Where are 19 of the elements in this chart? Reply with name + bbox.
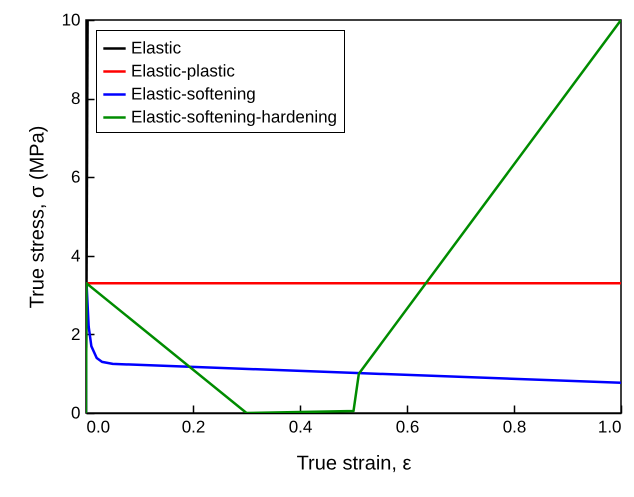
y-axis-title: True stress, σ (MPa) xyxy=(26,126,49,308)
legend-label: Elastic-softening xyxy=(131,84,256,104)
x-tick-label: 1.0 xyxy=(598,418,622,436)
y-tick-label: 4 xyxy=(71,246,80,266)
x-tick-label: 0.6 xyxy=(396,418,420,436)
legend-label: Elastic-plastic xyxy=(131,62,236,80)
legend-label: Elastic xyxy=(131,38,182,58)
x-tick-label: 0.8 xyxy=(502,418,526,436)
y-tick-label: 6 xyxy=(71,168,80,187)
legend-label: Elastic-softening-hardening xyxy=(131,108,338,126)
x-tick-label: 0.2 xyxy=(182,418,206,436)
x-axis-title: True strain, ε xyxy=(296,452,412,474)
x-tick-label: 0.4 xyxy=(288,418,312,436)
y-tick-label: 10 xyxy=(62,10,80,30)
y-tick-label: 2 xyxy=(71,324,80,344)
y-tick-label: 8 xyxy=(71,89,80,108)
y-tick-label: 0 xyxy=(71,404,80,422)
line-series xyxy=(86,20,621,413)
x-tick-label: 0.0 xyxy=(86,418,110,436)
